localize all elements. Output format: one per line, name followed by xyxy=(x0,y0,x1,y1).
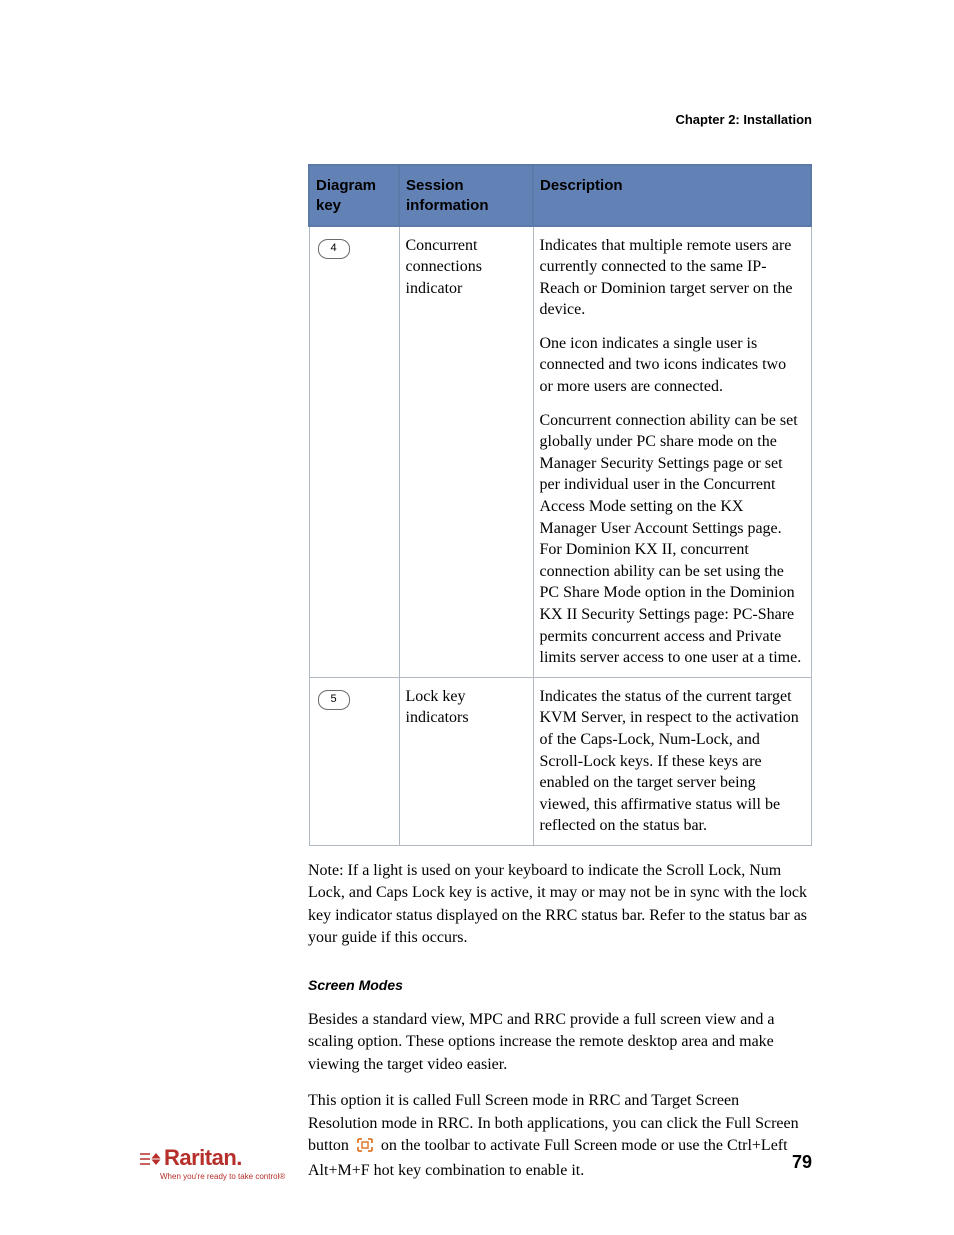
cell-session-info: Concurrent connections indicator xyxy=(399,226,533,678)
body-text-block: Note: If a light is used on your keyboar… xyxy=(308,860,812,1183)
brand-name-text: Raritan. xyxy=(164,1145,242,1170)
chapter-header: Chapter 2: Installation xyxy=(675,112,812,127)
main-content: Diagram key Session information Descript… xyxy=(308,164,812,1197)
diagram-key-badge: 5 xyxy=(318,690,350,710)
brand-mark-icon xyxy=(140,1149,162,1171)
table-header-row: Diagram key Session information Descript… xyxy=(309,165,811,226)
brand-logo: Raritan. When you're ready to take contr… xyxy=(140,1147,285,1181)
cell-description: Indicates that multiple remote users are… xyxy=(533,226,811,678)
section-heading-screen-modes: Screen Modes xyxy=(308,976,812,996)
description-paragraph: Indicates that multiple remote users are… xyxy=(540,235,803,321)
description-paragraph: Concurrent connection ability can be set… xyxy=(540,410,803,669)
col-header-description: Description xyxy=(533,165,811,226)
description-paragraph: Indicates the status of the current targ… xyxy=(540,686,803,837)
brand-tagline: When you're ready to take control® xyxy=(160,1172,285,1181)
table-row: 5 Lock key indicators Indicates the stat… xyxy=(309,677,811,845)
brand-name: Raritan. xyxy=(140,1147,285,1171)
cell-diagram-key: 4 xyxy=(309,226,399,678)
table-row: 4 Concurrent connections indicator Indic… xyxy=(309,226,811,678)
body-paragraph: Besides a standard view, MPC and RRC pro… xyxy=(308,1009,812,1076)
diagram-key-badge: 4 xyxy=(318,239,350,259)
cell-diagram-key: 5 xyxy=(309,677,399,845)
cell-session-info: Lock key indicators xyxy=(399,677,533,845)
col-header-session: Session information xyxy=(399,165,533,226)
page-footer: Raritan. When you're ready to take contr… xyxy=(140,1141,812,1181)
note-paragraph: Note: If a light is used on your keyboar… xyxy=(308,860,812,950)
page-number: 79 xyxy=(792,1152,812,1173)
col-header-diagram: Diagram key xyxy=(309,165,399,226)
cell-description: Indicates the status of the current targ… xyxy=(533,677,811,845)
description-paragraph: One icon indicates a single user is conn… xyxy=(540,333,803,398)
session-info-table: Diagram key Session information Descript… xyxy=(308,164,812,846)
